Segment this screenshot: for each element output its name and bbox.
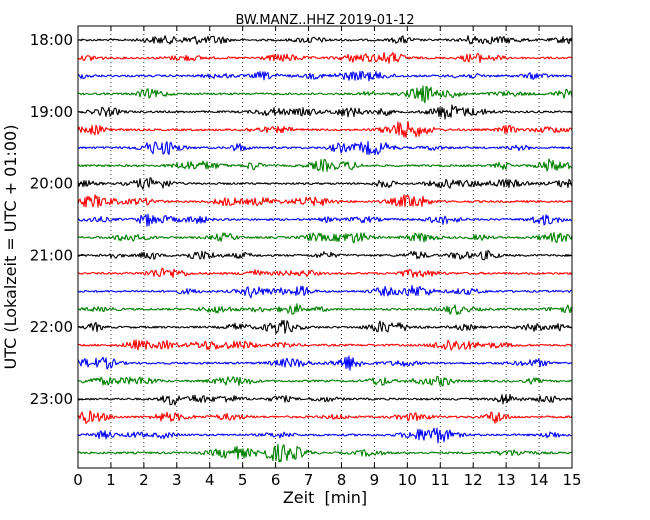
y-tick-label: 20:00 [30,175,73,193]
x-axis-label: Zeit [min] [283,488,367,507]
trace-20:00 [77,177,573,190]
trace-20:45 [77,232,573,244]
trace-18:45 [77,85,573,104]
x-tick-label: 0 [73,471,83,489]
plot-frame [77,25,573,469]
seismogram-traces [77,35,573,463]
trace-22:15 [77,339,573,351]
x-tick-label: 5 [238,471,248,489]
y-tick-label: 21:00 [30,246,73,264]
trace-22:00 [77,319,573,335]
trace-23:45 [77,443,573,463]
y-tick-label: 22:00 [30,318,73,336]
trace-21:30 [77,284,573,299]
x-tick-label: 9 [370,471,380,489]
trace-19:15 [77,120,573,139]
trace-21:45 [77,303,573,316]
x-tick-label: 2 [139,471,149,489]
trace-19:30 [77,140,573,156]
trace-23:15 [77,410,573,425]
trace-19:00 [77,104,573,120]
y-tick-label: 19:00 [30,103,73,121]
trace-18:30 [77,70,573,82]
x-tick-label: 11 [431,471,450,489]
x-tick-label: 14 [530,471,549,489]
y-tick-label: 18:00 [30,31,73,49]
trace-21:15 [77,267,573,278]
trace-18:00 [77,35,573,45]
chart-title: BW.MANZ..HHZ 2019-01-12 [235,13,414,28]
x-tick-label: 6 [271,471,281,489]
x-tick-label: 12 [464,471,483,489]
trace-19:45 [77,158,573,172]
x-tick-label: 7 [304,471,314,489]
x-tick-label: 3 [172,471,182,489]
y-tick-label: 23:00 [30,390,73,408]
x-tick-label: 15 [562,471,581,489]
axes: 0 1 2 3 4 5 6 7 8 9 10 11 12 13 14 1518:0019:0020:0021:… [30,26,582,489]
trace-22:30 [77,355,573,371]
x-tick-label: 1 [106,471,116,489]
x-tick-label: 13 [497,471,516,489]
y-axis-label: UTC (Lokalzeit = UTC + 01:00) [1,125,20,370]
x-tick-label: 8 [337,471,347,489]
trace-20:15 [77,194,573,208]
trace-23:30 [77,427,573,444]
x-tick-label: 10 [398,471,417,489]
trace-18:15 [77,51,573,64]
trace-23:00 [77,393,573,406]
trace-22:45 [77,375,573,387]
trace-20:30 [77,213,573,227]
trace-21:00 [77,249,573,261]
x-tick-label: 4 [205,471,215,489]
